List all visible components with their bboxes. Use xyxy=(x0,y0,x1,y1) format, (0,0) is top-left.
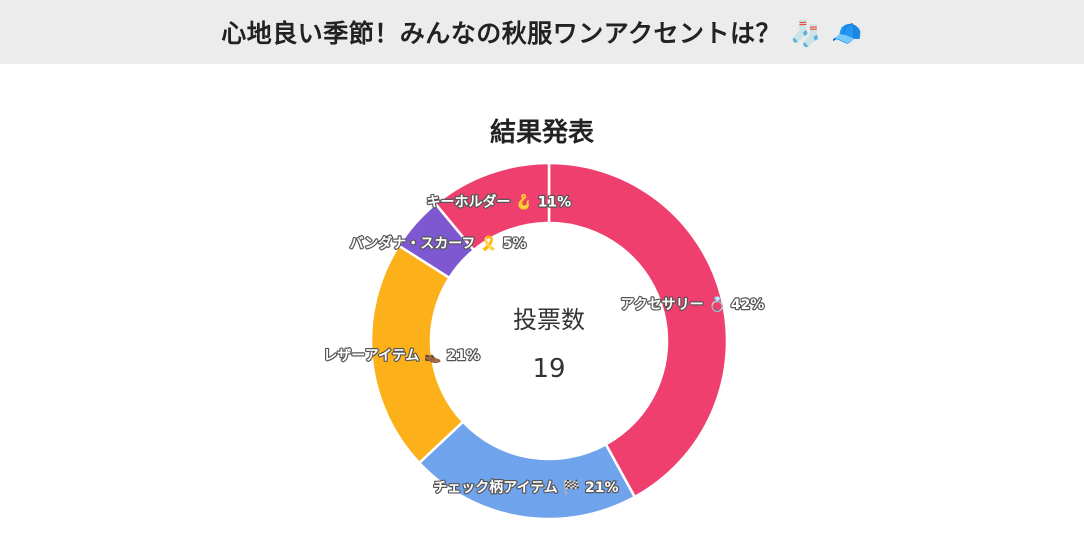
donut-slice[interactable] xyxy=(433,161,551,252)
donut-slice[interactable] xyxy=(547,161,729,499)
center-label: 投票数 xyxy=(513,306,585,334)
slice-label: キーホルダー 🪝 11% xyxy=(427,194,572,211)
vote-count: 19 xyxy=(532,354,566,384)
slice-label: チェック柄アイテム 🏁 21% xyxy=(433,479,618,496)
donut-slice[interactable] xyxy=(417,420,637,521)
page-title: 心地良い季節！みんなの秋服ワンアクセントは？ 🧦 🧢 xyxy=(221,19,863,48)
chart-title: 結果発表 xyxy=(489,118,594,148)
slice-label: バンダナ・スカーフ 🎗️ 5% xyxy=(350,235,527,252)
slice-label: アクセサリー 💍 42% xyxy=(620,296,764,313)
slice-label: レザーアイテム 👞 21% xyxy=(323,348,480,364)
page-header: 心地良い季節！みんなの秋服ワンアクセントは？ 🧦 🧢 xyxy=(0,0,1084,64)
